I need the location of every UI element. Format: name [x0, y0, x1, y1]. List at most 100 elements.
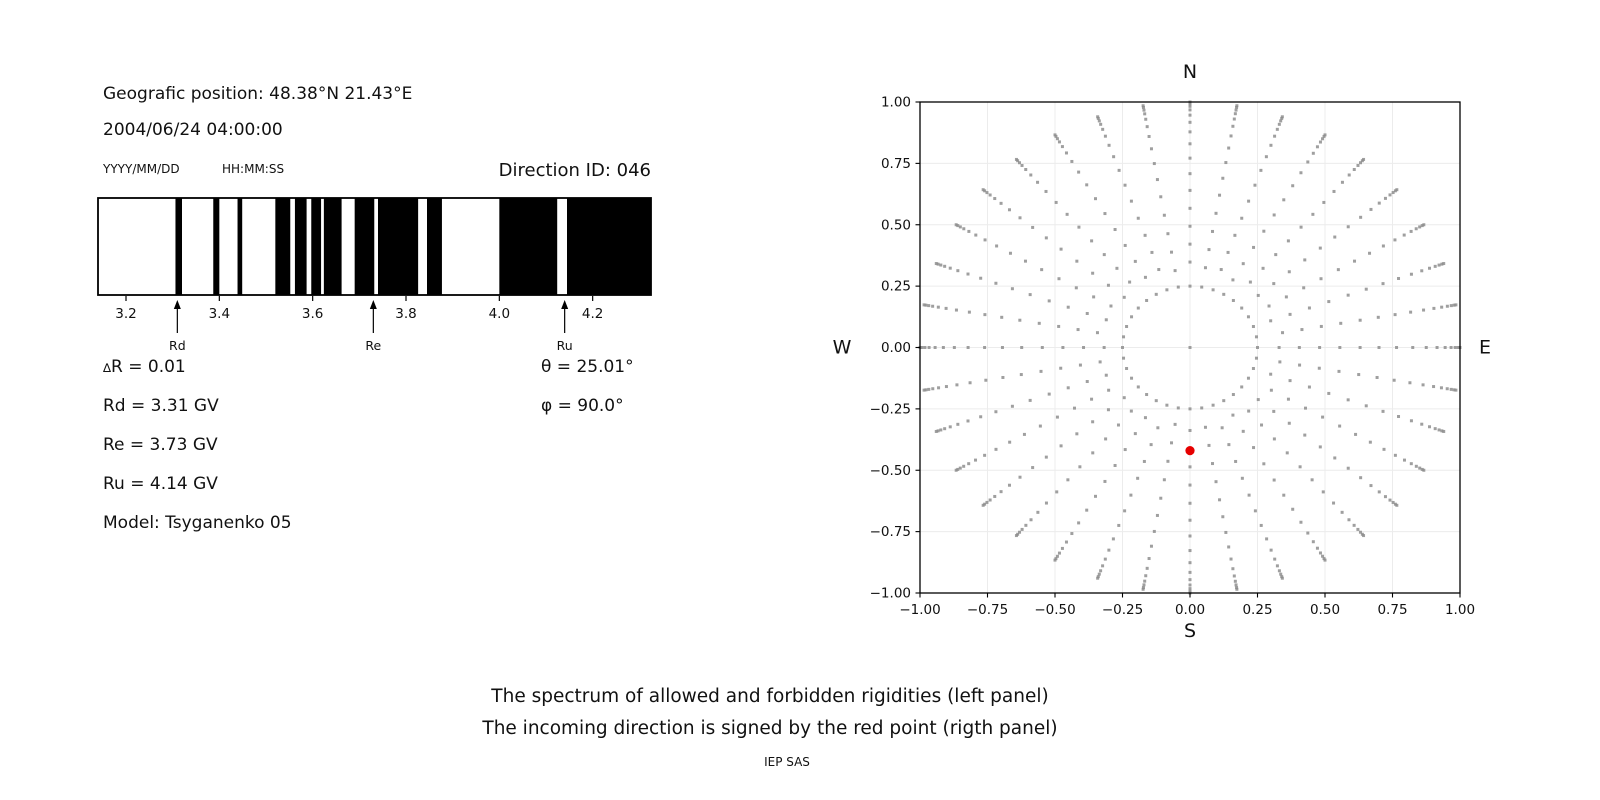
direction-grid-dot	[1381, 244, 1385, 248]
direction-grid-dot	[1318, 140, 1322, 144]
direction-grid-dot	[1231, 393, 1235, 397]
direction-grid-dot	[1332, 189, 1336, 193]
direction-grid-dot	[1272, 282, 1276, 286]
direction-grid-dot	[984, 378, 988, 382]
direction-grid-dot	[1332, 501, 1336, 505]
direction-grid-dot	[1233, 579, 1237, 583]
direction-grid-dot	[1340, 510, 1344, 514]
direction-grid-dot	[943, 427, 947, 431]
direction-grid-dot	[1075, 259, 1079, 263]
direction-grid-dot	[1327, 391, 1331, 395]
direction-grid-dot	[936, 429, 940, 433]
direction-grid-dot	[1437, 263, 1441, 267]
direction-grid-dot	[1097, 572, 1101, 576]
direction-grid-dot	[1391, 500, 1395, 504]
direction-grid-dot	[1287, 270, 1291, 274]
direction-grid-dot	[1066, 386, 1070, 390]
direction-grid-dot	[1207, 248, 1211, 252]
direction-grid-dot	[1377, 490, 1381, 494]
direction-grid-dot	[1280, 115, 1284, 119]
direction-grid-dot	[1409, 462, 1413, 466]
x-tick-label: 4.0	[489, 306, 510, 322]
direction-grid-dot	[1017, 161, 1021, 165]
direction-grid-dot	[1278, 360, 1282, 364]
direction-grid-dot	[1155, 178, 1159, 182]
direction-grid-dot	[985, 191, 989, 195]
direction-grid-dot	[1440, 262, 1444, 266]
direction-grid-dot	[1336, 268, 1340, 272]
direction-grid-dot	[1456, 346, 1460, 349]
direction-grid-dot	[1440, 305, 1444, 309]
x-tick-label: −1.00	[899, 602, 940, 618]
direction-grid-dot	[1262, 229, 1266, 233]
direction-grid-dot	[1393, 453, 1397, 457]
allowed-rigidity-band	[294, 198, 307, 295]
compass-north-label: N	[1183, 61, 1197, 83]
direction-grid-dot	[1047, 299, 1051, 303]
direction-grid-dot	[1256, 346, 1259, 349]
direction-grid-dot	[1057, 140, 1061, 144]
direction-grid-dot	[999, 490, 1003, 494]
direction-grid-dot	[1059, 247, 1063, 251]
allowed-rigidity-band	[175, 198, 182, 295]
direction-grid-dot	[1211, 462, 1215, 466]
cutoff-marker-label: Re	[365, 338, 381, 353]
direction-grid-dot	[1060, 145, 1064, 149]
direction-grid-dot	[1103, 557, 1107, 561]
direction-grid-dot	[1020, 527, 1024, 531]
direction-grid-dot	[994, 410, 998, 414]
direction-grid-dot	[1321, 415, 1325, 419]
direction-grid-dot	[1358, 318, 1362, 322]
direction-grid-dot	[1420, 467, 1424, 471]
direction-grid-dot	[1054, 200, 1058, 204]
direction-grid-dot	[1240, 216, 1244, 220]
direction-grid-dot	[1094, 197, 1097, 201]
direction-grid-dot	[1107, 388, 1111, 392]
theta-value: θ = 25.01°	[541, 357, 634, 377]
direction-grid-dot	[1254, 356, 1258, 360]
direction-grid-dot	[1188, 589, 1192, 593]
phi-value: φ = 90.0°	[541, 396, 624, 416]
direction-grid-dot	[1318, 246, 1322, 250]
direction-grid-dot	[1039, 369, 1043, 373]
direction-grid-dot	[1282, 198, 1286, 202]
direction-grid-dot	[1364, 287, 1368, 291]
direction-grid-dot	[1421, 383, 1425, 387]
direction-grid-dot	[1454, 388, 1458, 392]
direction-grid-dot	[1231, 278, 1235, 282]
direction-grid-dot	[1143, 112, 1147, 116]
direction-grid-dot	[1422, 308, 1426, 312]
direction-grid-dot	[1165, 403, 1169, 407]
direction-grid-dot	[1117, 523, 1121, 527]
direction-grid-dot	[1085, 311, 1089, 315]
direction-grid-dot	[1253, 183, 1257, 187]
direction-grid-dot	[1029, 518, 1033, 522]
credit-text: IEP SAS	[764, 755, 810, 769]
direction-grid-dot	[1291, 507, 1295, 511]
direction-grid-dot	[1302, 286, 1306, 290]
direction-grid-dot	[1409, 419, 1413, 423]
direction-grid-dot	[1364, 404, 1368, 408]
rigidity-spectrum-plot: 3.2 3.4 3.6 3.8 4.0 4.2 Rd Re Ru	[97, 197, 652, 353]
direction-grid-dot	[958, 466, 962, 470]
direction-grid-dot	[1397, 276, 1401, 280]
time-format-label: HH:MM:SS	[222, 162, 285, 176]
direction-grid-dot	[1391, 191, 1395, 195]
direction-grid-dot	[1040, 268, 1044, 272]
direction-grid-dot	[1221, 176, 1225, 180]
direction-grid-dot	[1246, 315, 1250, 319]
direction-grid-dot	[1408, 381, 1412, 385]
direction-grid-dot	[1311, 540, 1315, 544]
direction-grid-dot	[981, 188, 985, 192]
direction-grid-dot	[1091, 451, 1095, 455]
direction-grid-dot	[1023, 259, 1027, 263]
direction-grid-dot	[1113, 463, 1117, 467]
direction-grid-dot	[1354, 432, 1358, 436]
direction-grid-dot	[1303, 258, 1307, 262]
direction-grid-dot	[1104, 318, 1108, 322]
x-tick-label: 0.50	[1310, 602, 1340, 618]
direction-grid-dot	[941, 346, 945, 349]
direction-grid-dot	[1112, 155, 1116, 159]
direction-grid-dot	[1159, 195, 1163, 199]
direction-grid-dot	[1122, 335, 1126, 339]
